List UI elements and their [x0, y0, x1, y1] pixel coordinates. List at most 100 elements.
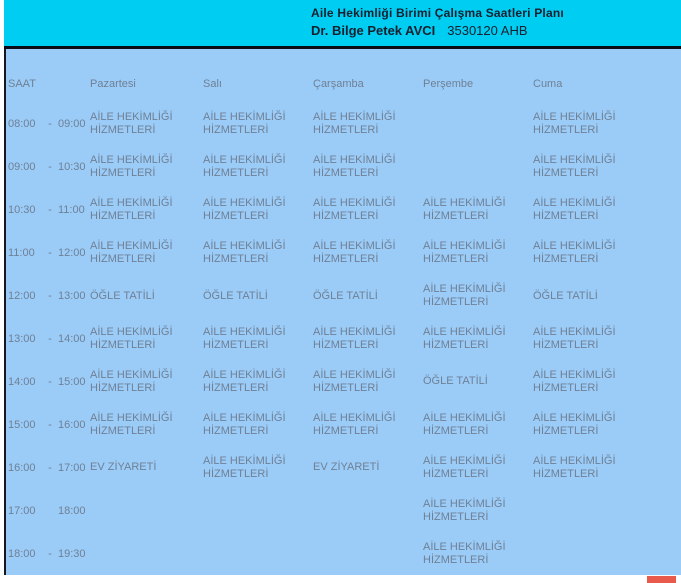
schedule-row: 11:00-12:00 AİLE HEKİMLİĞİ HİZMETLERİ AİLE… — [6, 232, 681, 275]
schedule-cell: AİLE HEKİMLİĞİ HİZMETLERİ — [533, 325, 616, 351]
schedule-cell — [421, 146, 531, 189]
header-row: SAAT Pazartesi Salı Çarşamba Perşembe Cu… — [6, 49, 681, 103]
red-marker — [647, 576, 676, 583]
schedule-cell — [311, 489, 421, 532]
schedule-cell: AİLE HEKİMLİĞİ HİZMETLERİ — [203, 111, 286, 137]
schedule-cell — [531, 489, 681, 532]
schedule-cell: AİLE HEKİMLİĞİ HİZMETLERİ — [203, 154, 286, 180]
time-separator: - — [48, 547, 52, 560]
schedule-cell: AİLE HEKİMLİĞİ HİZMETLERİ — [533, 411, 616, 437]
column-header-carsamba: Çarşamba — [313, 78, 364, 90]
schedule-cell — [88, 489, 201, 532]
schedule-row: 15:00-16:00 AİLE HEKİMLİĞİ HİZMETLERİ AİLE… — [6, 403, 681, 446]
schedule-cell: AİLE HEKİMLİĞİ HİZMETLERİ — [423, 197, 506, 223]
time-cell: 18:00-19:30 — [6, 532, 88, 575]
schedule-cell: AİLE HEKİMLİĞİ HİZMETLERİ — [313, 111, 396, 137]
schedule-cell: AİLE HEKİMLİĞİ HİZMETLERİ — [313, 240, 396, 266]
schedule-cell: AİLE HEKİMLİĞİ HİZMETLERİ — [533, 111, 616, 137]
time-cell: 12:00-13:00 — [6, 275, 88, 318]
schedule-cell: AİLE HEKİMLİĞİ HİZMETLERİ — [90, 411, 173, 437]
schedule-cell: ÖĞLE TATİLİ — [313, 289, 378, 302]
column-header-cuma: Cuma — [533, 78, 563, 90]
schedule-cell: AİLE HEKİMLİĞİ HİZMETLERİ — [313, 325, 396, 351]
schedule-cell: AİLE HEKİMLİĞİ HİZMETLERİ — [423, 454, 506, 480]
time-end: 15:00 — [58, 375, 86, 388]
schedule-row: 16:00-17:00 EV ZİYARETİ AİLE HEKİMLİĞİ HİZ… — [6, 446, 681, 489]
schedule-cell: EV ZİYARETİ — [90, 461, 157, 474]
schedule-cell: ÖĞLE TATİLİ — [90, 289, 155, 302]
time-separator: - — [48, 375, 52, 388]
time-cell: 17:00 18:00 — [6, 489, 88, 532]
time-separator: - — [48, 332, 52, 345]
schedule-cell: EV ZİYARETİ — [313, 461, 380, 474]
time-start: 08:00 — [8, 118, 36, 131]
schedule-cell — [531, 532, 681, 575]
schedule-cell: AİLE HEKİMLİĞİ HİZMETLERİ — [203, 368, 286, 394]
schedule-cell: AİLE HEKİMLİĞİ HİZMETLERİ — [313, 197, 396, 223]
schedule-cell: AİLE HEKİMLİĞİ HİZMETLERİ — [90, 368, 173, 394]
schedule-cell: ÖĞLE TATİLİ — [203, 289, 268, 302]
schedule-cell: ÖĞLE TATİLİ — [533, 289, 598, 302]
schedule-cell: AİLE HEKİMLİĞİ HİZMETLERİ — [533, 368, 616, 394]
schedule-cell: AİLE HEKİMLİĞİ HİZMETLERİ — [423, 411, 506, 437]
time-end: 18:00 — [58, 504, 86, 517]
schedule-cell: AİLE HEKİMLİĞİ HİZMETLERİ — [423, 325, 506, 351]
schedule-cell — [88, 532, 201, 575]
schedule-cell — [201, 489, 311, 532]
unit-code: 3530120 AHB — [447, 23, 528, 38]
time-end: 16:00 — [58, 418, 86, 431]
divider — [4, 46, 681, 49]
schedule-cell — [311, 532, 421, 575]
schedule-cell: AİLE HEKİMLİĞİ HİZMETLERİ — [423, 240, 506, 266]
time-cell: 09:00-10:30 — [6, 146, 88, 189]
schedule-row: 14:00-15:00 AİLE HEKİMLİĞİ HİZMETLERİ AİLE… — [6, 360, 681, 403]
time-cell: 15:00-16:00 — [6, 403, 88, 446]
time-end: 19:30 — [58, 547, 86, 560]
time-start: 16:00 — [8, 461, 36, 474]
schedule-area: SAAT Pazartesi Salı Çarşamba Perşembe Cu… — [4, 49, 681, 575]
schedule-cell: AİLE HEKİMLİĞİ HİZMETLERİ — [423, 283, 506, 309]
schedule-row: 08:00-09:00 AİLE HEKİMLİĞİ HİZMETLERİ AİLE… — [6, 103, 681, 146]
time-separator: - — [48, 161, 52, 174]
time-end: 14:00 — [58, 332, 86, 345]
schedule-cell: AİLE HEKİMLİĞİ HİZMETLERİ — [203, 454, 286, 480]
schedule-cell: AİLE HEKİMLİĞİ HİZMETLERİ — [533, 197, 616, 223]
time-start: 10:30 — [8, 204, 36, 217]
time-end: 11:00 — [58, 204, 85, 217]
schedule-cell: AİLE HEKİMLİĞİ HİZMETLERİ — [533, 240, 616, 266]
time-end: 12:00 — [58, 247, 86, 260]
time-cell: 13:00-14:00 — [6, 318, 88, 361]
column-header-persembe: Perşembe — [423, 78, 474, 90]
time-separator: - — [48, 118, 52, 131]
schedule-cell: AİLE HEKİMLİĞİ HİZMETLERİ — [313, 368, 396, 394]
time-start: 14:00 — [8, 375, 36, 388]
schedule-cell: AİLE HEKİMLİĞİ HİZMETLERİ — [90, 154, 173, 180]
schedule-row: 13:00-14:00 AİLE HEKİMLİĞİ HİZMETLERİ AİLE… — [6, 318, 681, 361]
time-start: 18:00 — [8, 547, 36, 560]
time-end: 17:00 — [58, 461, 86, 474]
time-start: 15:00 — [8, 418, 36, 431]
schedule-cell: AİLE HEKİMLİĞİ HİZMETLERİ — [203, 197, 286, 223]
title-block: Aile Hekimliği Birimi Çalışma Saatleri P… — [311, 6, 564, 38]
column-header-saat: SAAT — [8, 78, 36, 90]
page-title: Aile Hekimliği Birimi Çalışma Saatleri P… — [311, 6, 564, 20]
time-cell: 11:00-12:00 — [6, 232, 88, 275]
schedule-row: 12:00-13:00 ÖĞLE TATİLİ ÖĞLE TATİLİ ÖĞLE TA… — [6, 275, 681, 318]
time-start: 09:00 — [8, 161, 36, 174]
schedule-row: 09:00-10:30 AİLE HEKİMLİĞİ HİZMETLERİ AİLE… — [6, 146, 681, 189]
schedule-cell — [201, 532, 311, 575]
time-end: 09:00 — [58, 118, 86, 131]
schedule-row: 10:30-11:00 AİLE HEKİMLİĞİ HİZMETLERİ AİLE… — [6, 189, 681, 232]
schedule-cell: AİLE HEKİMLİĞİ HİZMETLERİ — [313, 154, 396, 180]
time-start: 17:00 — [8, 504, 36, 517]
schedule-row: 18:00-19:30 AİLE HEKİMLİĞİ HİZMETLERİ — [6, 532, 681, 575]
time-separator: - — [48, 290, 52, 303]
time-separator: - — [48, 247, 52, 260]
schedule-cell: AİLE HEKİMLİĞİ HİZMETLERİ — [313, 411, 396, 437]
time-start: 12:00 — [8, 290, 36, 303]
time-cell: 16:00-17:00 — [6, 446, 88, 489]
doctor-name: Dr. Bilge Petek AVCI — [311, 23, 436, 38]
schedule-row: 17:00 18:00 AİLE HEKİMLİĞİ HİZMETLERİ — [6, 489, 681, 532]
banner: Aile Hekimliği Birimi Çalışma Saatleri P… — [4, 0, 681, 46]
